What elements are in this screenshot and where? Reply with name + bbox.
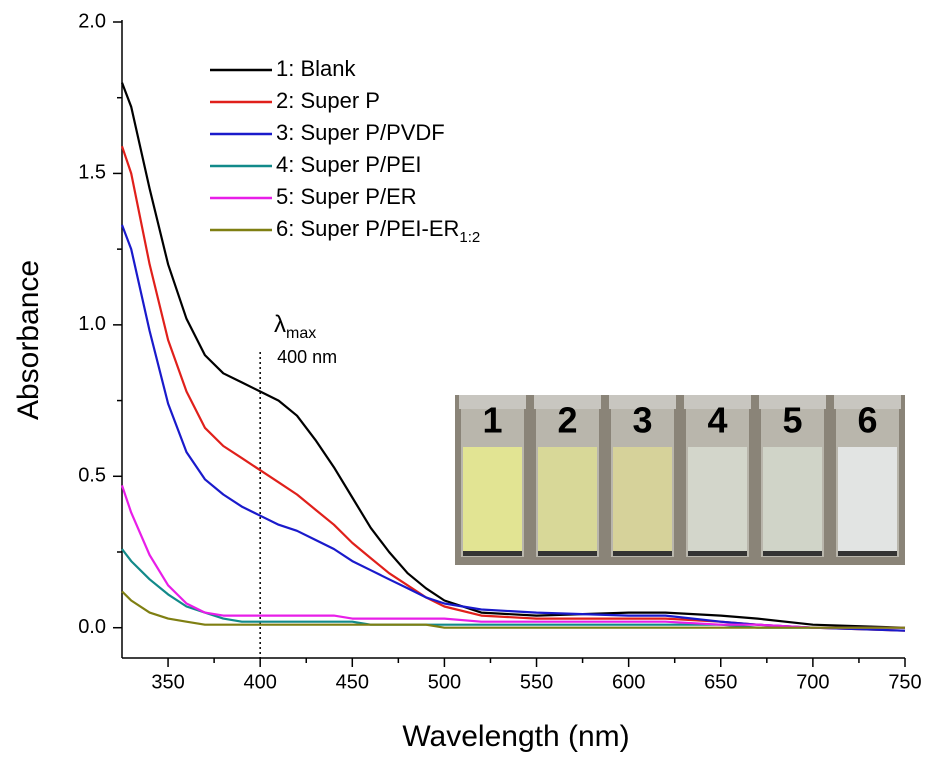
vial-liquid: [763, 447, 822, 555]
vial-sediment: [688, 551, 747, 556]
x-tick-label: 400: [243, 671, 276, 693]
vial-sediment: [838, 551, 897, 556]
legend-label: 6: Super P/PEI-ER1:2: [276, 216, 480, 246]
vial-liquid: [463, 447, 522, 555]
legend-subscript: 1:2: [459, 229, 480, 246]
x-tick-label: 600: [612, 671, 645, 693]
inset-background: [455, 395, 905, 565]
vial-liquid: [613, 447, 672, 555]
legend-label: 3: Super P/PVDF: [276, 120, 445, 145]
vial-sediment: [763, 551, 822, 556]
legend-name: 2: Super P: [276, 88, 380, 113]
vial-label: 6: [857, 400, 877, 441]
vial-cap: [834, 395, 901, 409]
vial-liquid: [538, 447, 597, 555]
annotation-text: 400 nm: [277, 347, 337, 367]
legend-name: 5: Super P/ER: [276, 184, 417, 209]
vial-cap: [609, 395, 676, 409]
x-tick-label: 350: [151, 671, 184, 693]
y-tick-label: 0.5: [78, 465, 106, 487]
legend-label: 1: Blank: [276, 56, 356, 81]
legend-name: 3: Super P/PVDF: [276, 120, 445, 145]
vial-sediment: [538, 551, 597, 556]
x-tick-label: 650: [704, 671, 737, 693]
vial-cap: [684, 395, 751, 409]
x-tick-label: 550: [520, 671, 553, 693]
vial-cap: [459, 395, 526, 409]
vial-label: 5: [782, 400, 802, 441]
vial-cap: [759, 395, 826, 409]
annotation-symbol: λmax: [274, 311, 316, 342]
x-tick-label: 450: [336, 671, 369, 693]
vial-liquid: [838, 447, 897, 555]
series-line: [120, 485, 905, 629]
vial-liquid: [688, 447, 747, 555]
x-axis-title: Wavelength (nm): [402, 720, 629, 753]
series-line: [120, 82, 906, 629]
y-tick-label: 0.0: [78, 616, 106, 638]
y-tick-label: 1.0: [78, 313, 106, 335]
y-tick-label: 2.0: [78, 10, 106, 32]
annotation-lambda: λ: [274, 311, 286, 338]
series-line: [120, 145, 906, 632]
y-axis-title: Absorbance: [12, 260, 45, 420]
series-line: [120, 224, 906, 632]
vial-label: 3: [632, 400, 652, 441]
legend-label: 4: Super P/PEI: [276, 152, 422, 177]
vial-cap: [534, 395, 601, 409]
series-line: [121, 590, 905, 629]
legend-name: 6: Super P/PEI-ER: [276, 216, 459, 241]
vial-label: 4: [707, 400, 727, 441]
vial-sediment: [613, 551, 672, 556]
legend-name: 1: Blank: [276, 56, 356, 81]
vial-label: 2: [557, 400, 577, 441]
y-tick-label: 1.5: [78, 162, 106, 184]
legend-name: 4: Super P/PEI: [276, 152, 422, 177]
series-line: [121, 548, 905, 629]
x-tick-label: 750: [888, 671, 921, 693]
x-tick-label: 700: [796, 671, 829, 693]
legend-label: 5: Super P/ER: [276, 184, 417, 209]
x-tick-label: 500: [428, 671, 461, 693]
vial-sediment: [463, 551, 522, 556]
annotation-subscript: max: [286, 325, 316, 342]
vial-label: 1: [482, 400, 502, 441]
legend-label: 2: Super P: [276, 88, 380, 113]
